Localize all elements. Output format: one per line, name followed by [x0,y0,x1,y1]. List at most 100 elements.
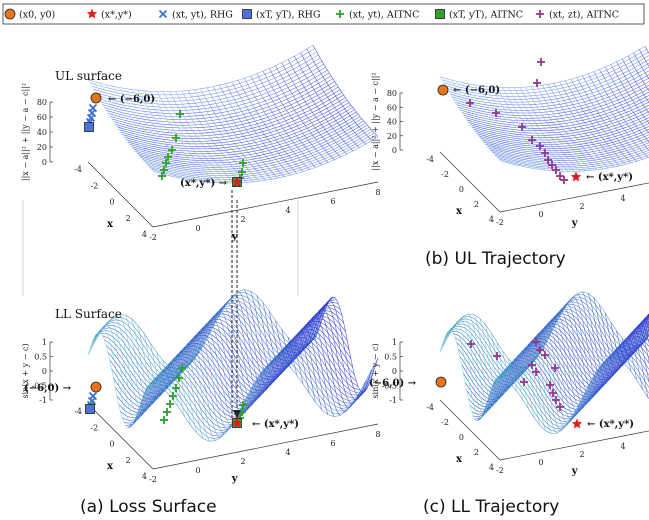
ul-left-mesh-vline [100,83,166,175]
legend-marker-0 [4,8,16,20]
legend-label-4: (xt, yt), AITNC [349,10,419,21]
ll-right-ait-iter-0 [467,340,475,348]
ul-left-mesh-vline [181,90,247,183]
ll-right-mesh-vline [547,311,609,402]
ll-right-mesh-vline [491,332,552,434]
ul-right-mesh-vline [553,83,615,168]
ul-left-y-axis [152,181,379,228]
ll-left-ait-iter-2 [172,384,180,392]
ll-right-x-tick-label: 4 [489,463,494,472]
legend-marker-5 [435,9,445,19]
ll-right-mesh-vline [542,314,603,406]
ul-left-z-tick-label: 0 [42,158,47,167]
ll-right-ait-iter-3 [536,346,544,354]
legend-label-5: (xT, yT), AITNC [449,10,523,21]
ul-right-mesh-vline [479,85,541,170]
ul-right-mesh-vline [565,80,626,165]
ll-left-y-tick-label: -2 [149,475,157,484]
ll-right-ait-iter-8 [551,364,559,372]
ul-left-mesh-vline [94,81,160,174]
ll-right-ait-iter-1 [493,352,501,360]
ll-right-y-tick-label: 4 [620,442,625,451]
ul-right-opt-label: ← (x*,y*) [586,172,633,183]
ul-left-z-tick-label: 40 [37,128,47,137]
ul-right-z-tick-label: 20 [387,132,397,141]
ll-left-x-tick-label: -4 [74,407,82,416]
ll-right-z-tick-label: -1 [389,396,397,405]
ul-left-y-tick-label: 4 [285,206,290,215]
ul-left-y-tick-label: 0 [195,224,200,233]
ul-left-mesh-vline [250,75,316,168]
ul-right-y-axis [499,182,649,213]
ul-left-z-tick-label: 20 [37,143,47,152]
ll-right-opt-label: ← (x*,y*) [587,419,634,430]
ll-left-x-axis [87,403,154,470]
ll-right-mesh-vline [593,297,649,384]
ul-left-ait-iter-6 [158,172,166,180]
ul-right-y-tick-label: 2 [579,202,584,211]
ll-right-x-label: x [456,454,463,465]
ll-right-z-tick-label: 0.5 [384,353,397,362]
ul-right-mesh-vline [473,84,535,169]
ll-left-mesh-vline [262,302,329,415]
ul-left-ait-iter-4 [162,159,170,167]
ll-right-mesh-vline [479,318,541,426]
ll-left-y-label: y [231,473,239,484]
ul-right-z-label: ||x − a||² + ||y − a − c||² [371,72,380,170]
ul-left-ait-iter-5 [160,166,168,174]
ll-right-mesh-vline [451,323,512,415]
ll-left-y-axis [152,423,379,470]
ll-right-y-label: y [571,466,579,477]
ul-left-mesh-vline [231,81,297,174]
ll-right-mesh-vline [604,312,649,367]
ul-left-mesh-vline [150,91,216,183]
ll-right-x-tick-label: -4 [426,403,434,412]
ul-right-ait-iter-1 [533,79,541,87]
ul-right-y-tick-label: 4 [620,194,625,203]
ul-left-mesh-vline [281,62,347,155]
ll-left-mesh-vline [300,304,366,401]
ll-right-ait-iter-6 [532,368,540,376]
ll-right-y-tick-label: 0 [538,458,543,467]
ll-left-mesh-vline [256,295,323,410]
ll-left-mesh-vline [294,308,360,405]
ll-right-mesh-vline [553,307,615,399]
ll-right-ait-iter-4 [541,351,549,359]
ul-right-mesh-vline [570,78,632,164]
ul-left-mesh-vline [294,56,360,148]
ll-left-mesh-vline [312,296,379,393]
legend-label-6: (xt, zt), AITNC [549,10,619,21]
ll-left-x-tick-label: 0 [109,440,114,449]
ul-right-ait-iter-3 [492,109,500,117]
ul-left-mesh-vline [256,73,322,166]
ll-right-x-axis [439,399,501,461]
ul-left-z-label: ||x − a||² + ||y − a − c||² [21,83,30,181]
ll-left-mesh-vline [250,290,316,403]
ll-right-mesh [439,291,649,434]
ul-left-ait-iter-3 [164,153,172,161]
ul-left-mesh-uline [129,109,355,157]
ul-right-x-tick-label: 0 [459,185,464,194]
ul-left-mesh [87,44,379,184]
ul-left-y-tick-label: 6 [330,197,335,206]
legend-label-2: (xt, yt), RHG [172,10,233,21]
ul-left-title: UL surface [55,69,122,83]
ul-left-mesh-vline [106,84,172,177]
ul-right-mesh-vline [576,77,637,162]
ul-left-mesh-vline [306,48,372,141]
ul-left-mesh-vline [212,86,279,179]
ul-left-mesh-uline [89,48,315,96]
ll-left-ait-iter-7 [239,401,247,409]
ul-right-mesh-vline [542,85,603,170]
ll-right-mesh-vline [445,326,506,418]
ul-right-mesh-vline [610,64,649,124]
ul-right-mesh-vline [627,55,649,92]
ll-right-optimum [571,418,583,429]
ul-right-y-tick-label: -2 [496,218,504,227]
ll-left-ait-iter-5 [163,408,171,416]
ll-left-opt-label: ← (x*,y*) [252,419,299,430]
ul-left-start-label: ← (−6,0) [108,94,155,105]
ll-right-mesh-vline [565,300,626,392]
ll-left-z-tick-label: 1 [42,338,47,347]
